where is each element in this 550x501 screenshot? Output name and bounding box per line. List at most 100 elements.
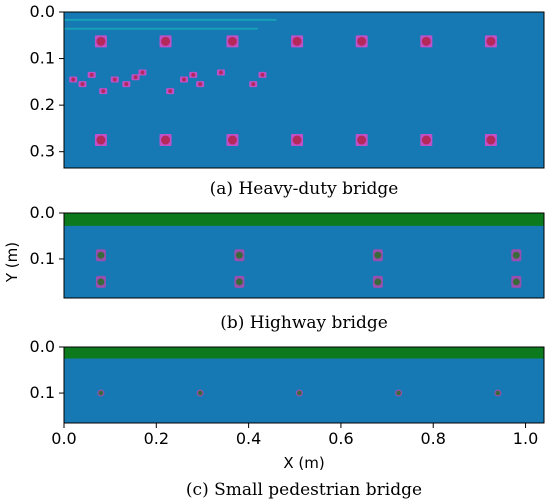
data-point: [226, 134, 239, 147]
data-point: [78, 81, 87, 88]
y-tick-label: 0.1: [30, 383, 55, 402]
pavement-layer: [64, 213, 544, 226]
defect-marker: [182, 77, 186, 82]
data-point: [511, 249, 522, 262]
bolt-marker: [374, 251, 382, 259]
defect-marker: [191, 72, 196, 77]
defect-marker: [80, 82, 85, 87]
data-point: [226, 35, 239, 48]
data-point: [234, 275, 245, 288]
data-point: [97, 389, 105, 397]
data-point: [372, 249, 383, 262]
data-point: [355, 134, 368, 147]
y-tick-label: 0.2: [30, 95, 55, 114]
defect-marker: [168, 89, 173, 94]
defect-marker: [218, 70, 223, 75]
rebar-marker: [486, 36, 496, 46]
data-point: [216, 69, 225, 76]
data-point: [189, 71, 198, 78]
defect-marker: [101, 89, 106, 94]
defect-marker: [140, 70, 145, 75]
data-point: [372, 275, 383, 288]
data-point: [110, 76, 119, 83]
data-point: [180, 76, 188, 83]
y-tick-label: 0.0: [30, 337, 55, 356]
data-point: [355, 35, 368, 48]
rebar-marker: [227, 36, 237, 46]
x-tick-label: 0.8: [421, 429, 446, 448]
data-point: [196, 81, 205, 88]
rebar-marker: [421, 36, 431, 46]
x-tick-label: 0.0: [51, 429, 76, 448]
bolt-marker: [97, 278, 105, 286]
data-point: [484, 134, 497, 147]
rebar-marker: [292, 135, 302, 145]
y-tick-label: 0.0: [30, 2, 55, 21]
x-tick-label: 1.0: [513, 429, 538, 448]
data-point: [420, 35, 433, 48]
data-point: [494, 389, 502, 397]
data-point: [291, 35, 304, 48]
panel-small-pedestrian-bridge: 0.0 0.1 0.0 0.2 0.4 0.6 0.8 1.0: [30, 337, 545, 448]
caption-highway-bridge: (b) Highway bridge: [220, 313, 388, 333]
defect-marker: [89, 72, 94, 77]
y-axis-label: Y (m): [3, 242, 21, 283]
defect-marker: [124, 82, 129, 87]
data-point: [234, 249, 245, 262]
data-point: [159, 35, 172, 48]
data-point: [95, 249, 106, 262]
x-tick-label: 0.4: [236, 429, 261, 448]
defect-marker: [198, 82, 203, 87]
data-point: [99, 88, 108, 95]
data-point: [94, 35, 107, 48]
caption-heavy-duty-bridge: (a) Heavy-duty bridge: [210, 179, 399, 199]
caption-small-pedestrian-bridge: (c) Small pedestrian bridge: [186, 480, 422, 500]
y-tick-label: 0.0: [30, 203, 55, 222]
rebar-marker: [161, 36, 171, 46]
data-point: [484, 35, 497, 48]
bolt-marker: [97, 251, 105, 259]
rebar-marker: [421, 135, 431, 145]
rebar-marker: [357, 135, 367, 145]
axes-frame: [63, 11, 545, 169]
defect-marker: [260, 72, 265, 77]
bolt-marker: [512, 251, 520, 259]
rebar-marker: [96, 135, 106, 145]
data-point: [138, 69, 147, 76]
bar-marker: [396, 390, 401, 396]
bolt-marker: [374, 278, 382, 286]
data-point: [95, 275, 106, 288]
bar-marker: [98, 390, 104, 396]
data-point: [131, 74, 140, 81]
data-point: [258, 71, 267, 78]
data-point: [395, 389, 403, 397]
data-point: [420, 134, 433, 147]
bar-marker: [197, 390, 203, 396]
axes-frame: [63, 346, 545, 424]
data-point: [196, 389, 204, 397]
defect-marker: [71, 77, 76, 82]
rebar-marker: [486, 135, 496, 145]
panel-highway-bridge: 0.0 0.1: [30, 203, 545, 299]
defect-marker: [133, 75, 138, 80]
y-tick-label: 0.1: [30, 49, 55, 68]
data-point: [122, 81, 131, 88]
data-point: [87, 71, 96, 78]
pavement-layer: [64, 347, 544, 359]
x-tick-label: 0.6: [328, 429, 353, 448]
x-axis-label: X (m): [283, 454, 324, 472]
data-point: [166, 88, 175, 95]
rebar-marker: [96, 36, 106, 46]
data-point: [159, 134, 172, 147]
data-point: [94, 134, 107, 147]
data-point: [249, 81, 258, 88]
rebar-marker: [292, 36, 302, 46]
x-tick-label: 0.2: [144, 429, 169, 448]
bar-marker: [297, 390, 302, 396]
defect-marker: [251, 82, 256, 87]
rebar-marker: [357, 36, 367, 46]
y-tick-label: 0.3: [30, 142, 55, 161]
data-point: [291, 134, 304, 147]
bar-marker: [495, 390, 501, 396]
